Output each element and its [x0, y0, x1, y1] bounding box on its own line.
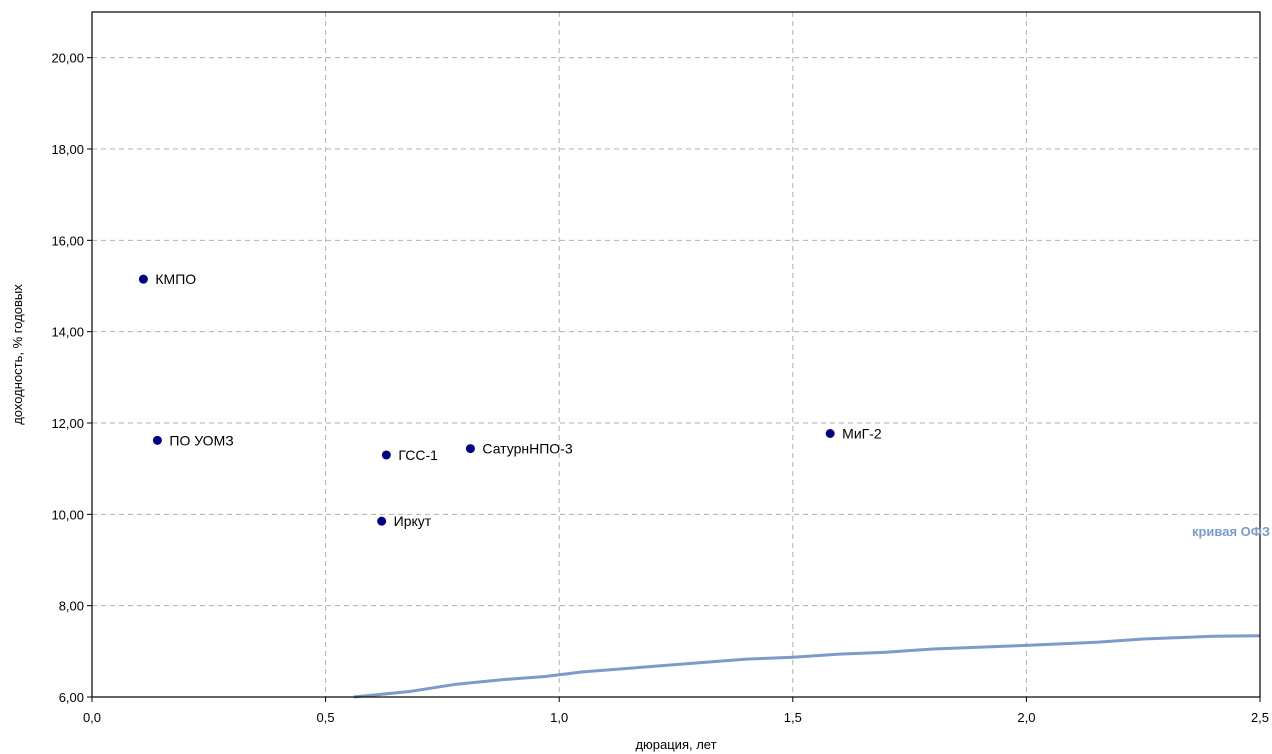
data-point-label: ГСС-1	[398, 447, 438, 463]
curve-series-label: кривая ОФЗ	[1192, 524, 1270, 539]
x-tick-label: 0,5	[317, 710, 335, 725]
data-point-label: ПО УОМЗ	[169, 432, 233, 448]
data-point	[825, 429, 835, 439]
y-tick-label: 6,00	[59, 690, 84, 705]
curve-layer	[353, 634, 1261, 699]
y-tick-label: 14,00	[51, 325, 84, 340]
data-point-label: СатурнНПО-3	[482, 441, 572, 457]
x-tick-label: 0,0	[83, 710, 101, 725]
grid-layer	[92, 12, 1260, 697]
data-point	[377, 516, 387, 526]
data-point	[138, 274, 148, 284]
y-tick-label: 18,00	[51, 142, 84, 157]
points-layer: КМПО ПО УОМЗ ГСС-1 Иркут СатурнНПО-3 МиГ-2	[138, 271, 882, 529]
y-tick-label: 12,00	[51, 416, 84, 431]
data-point-label: КМПО	[155, 271, 196, 287]
data-point	[465, 444, 475, 454]
ticks-layer: 6,00 8,00 10,00 12,00 14,00 16,00 18,00 20,00 0,…	[51, 51, 1269, 725]
y-axis-title: доходность, % годовых	[10, 284, 25, 425]
ofz-curve-line	[353, 634, 1261, 699]
x-tick-label: 1,0	[550, 710, 568, 725]
data-point	[152, 435, 162, 445]
x-tick-label: 2,0	[1017, 710, 1035, 725]
x-tick-label: 2,5	[1251, 710, 1269, 725]
data-point-label: МиГ-2	[842, 426, 882, 442]
data-point	[381, 450, 391, 460]
y-tick-label: 8,00	[59, 599, 84, 614]
data-point-label: Иркут	[394, 513, 432, 529]
x-tick-label: 1,5	[784, 710, 802, 725]
y-tick-label: 16,00	[51, 233, 84, 248]
y-tick-label: 20,00	[51, 51, 84, 66]
y-tick-label: 10,00	[51, 507, 84, 522]
plot-frame	[91, 11, 1261, 698]
x-axis-title: дюрация, лет	[635, 737, 716, 752]
